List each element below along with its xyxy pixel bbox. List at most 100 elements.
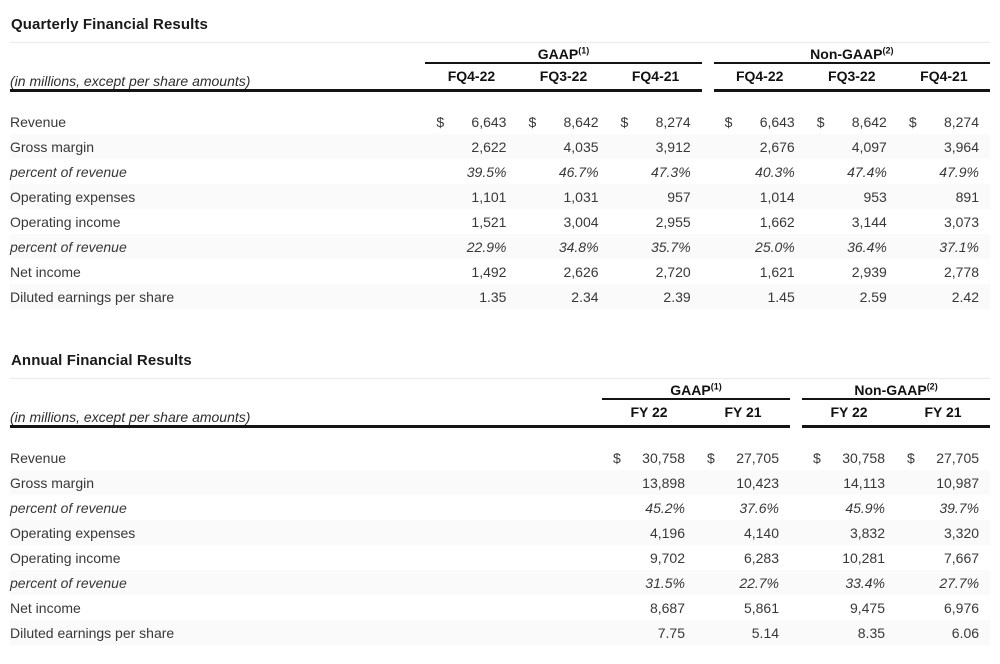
value-cell: 5.14: [696, 620, 790, 645]
value-cell-content: 45.9%: [802, 500, 896, 516]
cell-value: 22.7%: [739, 574, 780, 591]
group-gap: [790, 595, 802, 620]
cell-value: 10,423: [736, 474, 780, 491]
value-cell-content: 46.7%: [517, 164, 609, 180]
cell-value: 1,101: [471, 188, 507, 205]
group-label: GAAP: [670, 382, 711, 398]
table-row: Gross margin 2,622 4,035 3,912 2,676 4,097 3,9…: [10, 134, 990, 159]
group-gap: [790, 379, 802, 399]
value-cell: $8,642: [806, 109, 898, 134]
cell-value: 6.06: [951, 624, 980, 641]
footnote-superscript: (2): [882, 45, 894, 56]
value-cell-content: 891: [898, 189, 990, 205]
cell-value: 8,687: [649, 599, 685, 616]
dollar-sign: $: [528, 113, 537, 130]
value-cell-content: 3,320: [896, 525, 990, 541]
table-row: percent of revenue 45.2% 37.6% 45.9% 39.7%: [10, 495, 990, 520]
table-row: Diluted earnings per share 1.35 2.34 2.39 1.…: [10, 284, 990, 309]
cell-value: 6,643: [759, 113, 795, 130]
value-cell: 3,912: [610, 134, 702, 159]
cell-value: 2.34: [571, 288, 599, 305]
value-cell: 9,475: [802, 595, 896, 620]
value-cell: 5,861: [696, 595, 790, 620]
label-column-spacer: [10, 43, 425, 63]
cell-value: 2,626: [563, 263, 599, 280]
value-cell: 3,320: [896, 520, 990, 545]
value-cell-content: 34.8%: [517, 239, 609, 255]
cell-value: 3,144: [851, 213, 887, 230]
value-cell: $6,643: [425, 109, 517, 134]
table-row: Operating expenses 4,196 4,140 3,832 3,320: [10, 520, 991, 545]
value-cell-content: 7.75: [602, 625, 696, 641]
group-gap: [790, 620, 802, 645]
cell-value: 1,521: [471, 213, 507, 230]
cell-value: 13,898: [642, 474, 685, 491]
cell-value: 2,778: [943, 263, 979, 280]
value-cell: 1,521: [425, 209, 517, 234]
value-cell-content: 3,912: [610, 139, 702, 155]
value-cell-content: 1,101: [425, 189, 517, 205]
column-header-row: (in millions, except per share amounts) F…: [10, 399, 991, 428]
quarterly-section-title: Quarterly Financial Results: [11, 16, 208, 33]
table-row: Revenue $6,643 $8,642 $8,274 $6,643 $8,642 $8,…: [10, 109, 990, 134]
header-body-spacer: [10, 426, 990, 445]
dollar-sign: $: [613, 449, 621, 466]
column-header: FY 22: [802, 399, 897, 428]
value-cell-content: 10,281: [802, 550, 896, 566]
cell-value: 27,705: [736, 449, 780, 466]
value-cell-content: 4,140: [696, 525, 790, 541]
cell-value: 6,976: [943, 599, 980, 616]
cell-value: 46.7%: [558, 163, 599, 180]
group-gap: [790, 520, 802, 545]
cell-value: 7,667: [943, 549, 980, 566]
value-cell: 37.1%: [898, 234, 990, 259]
value-cell: 47.3%: [610, 159, 702, 184]
value-cell-content: 3,832: [802, 525, 896, 541]
value-cell: 1,101: [425, 184, 517, 209]
value-cell: 4,196: [602, 520, 696, 545]
value-cell-content: 1,662: [714, 214, 806, 230]
value-cell-content: 1,621: [714, 264, 806, 280]
value-cell-content: $30,758: [602, 450, 696, 466]
cell-value: 2.59: [859, 288, 887, 305]
value-cell-content: 2,720: [610, 264, 702, 280]
annual-results-table: GAAP(1) Non-GAAP(2) (in millions, except p…: [10, 379, 991, 645]
group-gap: [790, 399, 802, 426]
table-row: Net income 1,492 2,626 2,720 1,621 2,939 2,778: [10, 259, 990, 284]
value-cell: 31.5%: [602, 570, 696, 595]
cell-value: 1,014: [759, 188, 795, 205]
value-cell-content: 10,423: [696, 475, 790, 491]
value-cell: $30,758: [802, 445, 896, 470]
column-header-row: (in millions, except per share amounts) F…: [10, 63, 990, 92]
value-cell: 6.06: [896, 620, 990, 645]
quarterly-results-table: GAAP(1) Non-GAAP(2) (in millions, except p…: [10, 43, 990, 309]
value-cell-content: 5,861: [696, 600, 790, 616]
cell-value: 957: [667, 188, 691, 205]
table-row: Net income 8,687 5,861 9,475 6,976: [10, 595, 990, 620]
value-cell: 14,113: [802, 470, 896, 495]
value-cell-content: 2.59: [806, 289, 898, 305]
value-cell-content: 40.3%: [714, 164, 806, 180]
value-cell: 7.75: [602, 620, 696, 645]
value-cell-content: 1,014: [714, 189, 806, 205]
cell-value: 36.4%: [847, 238, 887, 255]
row-label: Operating income: [10, 549, 121, 566]
value-cell: 46.7%: [517, 159, 609, 184]
value-cell: 953: [806, 184, 898, 209]
value-cell: 10,281: [802, 545, 896, 570]
title-divider: [10, 42, 990, 43]
value-cell: 8,687: [602, 595, 696, 620]
footnote-superscript: (2): [926, 381, 938, 392]
value-cell-content: 3,073: [898, 214, 990, 230]
value-cell-content: 4,097: [806, 139, 898, 155]
row-label: Net income: [10, 599, 81, 616]
table-row: percent of revenue 39.5% 46.7% 47.3% 40.3% 47…: [10, 159, 990, 184]
value-cell: 2.42: [898, 284, 990, 309]
value-cell: 1,621: [714, 259, 806, 284]
cell-value: 30,758: [842, 449, 886, 466]
label-column-spacer: [10, 379, 602, 399]
cell-value: 47.4%: [847, 163, 887, 180]
table-row: percent of revenue 31.5% 22.7% 33.4% 27.7%: [10, 570, 991, 595]
value-cell: 4,035: [517, 134, 609, 159]
value-cell-content: 10,987: [896, 475, 990, 491]
